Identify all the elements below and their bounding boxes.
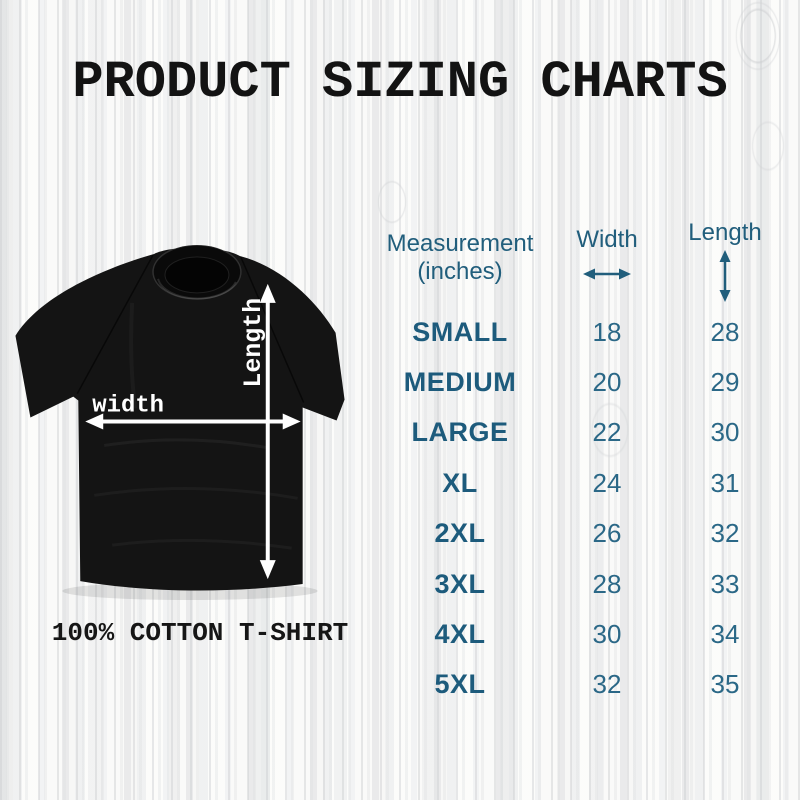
- page-title: PRODUCT SIZING CHARTS: [72, 53, 728, 112]
- header-width-label: Width: [576, 226, 638, 253]
- length-value: 33: [710, 568, 740, 599]
- size-label: XL: [442, 467, 478, 498]
- shirt-length-label: Length: [240, 298, 268, 388]
- length-value: 29: [710, 367, 740, 398]
- length-arrowhead-bottom: [259, 560, 276, 580]
- wrinkle-2: [94, 487, 298, 500]
- header-measurement: Measurement (inches): [378, 212, 542, 286]
- size-label: 4XL: [434, 619, 486, 650]
- size-label: MEDIUM: [403, 367, 517, 398]
- material-caption: 100% COTTON T-SHIRT: [51, 618, 349, 648]
- sizing-table: Measurement (inches) Width Length: [378, 212, 778, 710]
- table-row: XL 24 31: [378, 458, 778, 508]
- width-value: 30: [592, 619, 622, 650]
- length-value: 34: [710, 619, 740, 650]
- table-row: 5XL 32 35: [378, 660, 778, 710]
- width-value: 26: [592, 518, 622, 549]
- shirt-length-arrow: [259, 283, 276, 580]
- table-header-row: Measurement (inches) Width Length: [378, 212, 778, 307]
- header-length-label: Length: [688, 219, 762, 246]
- size-label: 2XL: [434, 518, 486, 549]
- header-width: Width: [542, 212, 672, 289]
- size-label: LARGE: [411, 417, 509, 448]
- width-arrowhead-right: [282, 413, 301, 430]
- tshirt-diagram: width Length: [14, 241, 348, 605]
- length-value: 30: [710, 417, 740, 448]
- tshirt-silhouette: [15, 247, 345, 591]
- width-value: 24: [592, 467, 622, 498]
- shirt-width-arrow: [85, 413, 301, 430]
- wrinkle-1: [103, 438, 267, 449]
- table-row: 3XL 28 33: [378, 559, 778, 609]
- length-value: 28: [710, 316, 740, 347]
- table-row: SMALL 18 28: [378, 307, 778, 357]
- tshirt-image: width Length: [15, 244, 345, 601]
- width-value: 32: [592, 669, 622, 700]
- width-value: 18: [592, 316, 622, 347]
- size-label: SMALL: [412, 316, 508, 347]
- collar-inner: [164, 256, 230, 294]
- width-value: 22: [592, 417, 622, 448]
- header-length: Length: [672, 212, 778, 310]
- left-shoulder-seam: [76, 254, 154, 394]
- shirt-width-label: width: [92, 393, 164, 420]
- length-arrowhead-top: [259, 283, 276, 303]
- width-arrowhead-left: [85, 413, 104, 430]
- size-label: 3XL: [434, 568, 486, 599]
- table-row: LARGE 22 30: [378, 408, 778, 458]
- length-value: 31: [710, 467, 740, 498]
- table-row: 4XL 30 34: [378, 609, 778, 659]
- collar-rib-highlight: [157, 278, 237, 300]
- right-shoulder-seam: [240, 256, 305, 403]
- header-measurement-line2: (inches): [417, 258, 503, 285]
- length-value: 32: [710, 518, 740, 549]
- table-row: 2XL 26 32: [378, 509, 778, 559]
- width-value: 28: [592, 568, 622, 599]
- length-arrow-icon: [717, 249, 733, 310]
- table-row: MEDIUM 20 29: [378, 357, 778, 407]
- width-value: 20: [592, 367, 622, 398]
- length-value: 35: [710, 669, 740, 700]
- header-measurement-line1: Measurement: [386, 230, 534, 257]
- width-arrow-icon: [581, 261, 633, 289]
- size-label: 5XL: [434, 669, 486, 700]
